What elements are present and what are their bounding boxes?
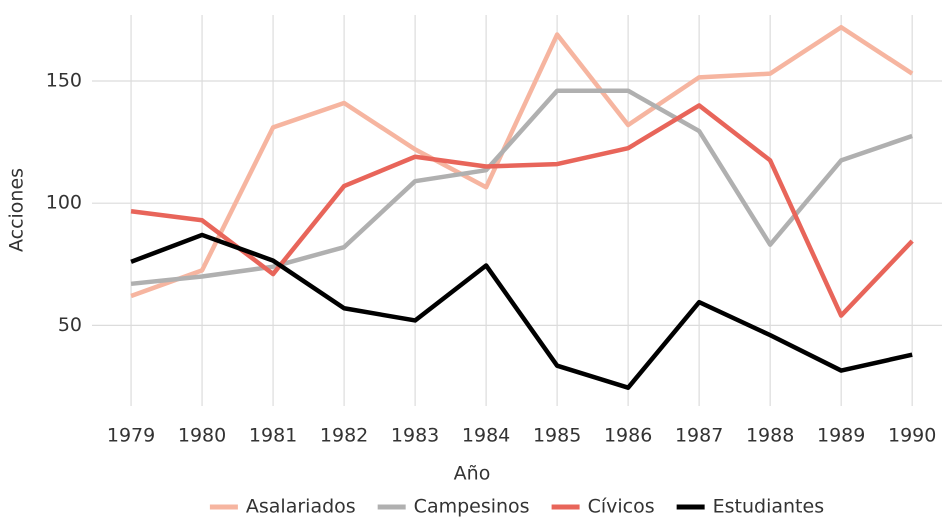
line-series bbox=[130, 232, 913, 390]
line-series bbox=[130, 24, 914, 299]
legend-label: Asalariados bbox=[246, 496, 356, 518]
y-axis-title: Acciones bbox=[6, 168, 28, 252]
x-tick-label: 1987 bbox=[675, 425, 723, 447]
x-tick-label: 1990 bbox=[888, 425, 936, 447]
x-axis-title: Año bbox=[454, 463, 491, 485]
x-tick-label: 1979 bbox=[107, 425, 155, 447]
legend: Asalariados Campesinos Cívicos Estudiantes bbox=[209, 496, 824, 518]
y-tick-label: 150 bbox=[46, 69, 82, 91]
x-tick-label: 1989 bbox=[817, 425, 865, 447]
legend-label: Campesinos bbox=[414, 496, 530, 518]
x-tick-label: 1988 bbox=[746, 425, 794, 447]
line-series bbox=[130, 88, 913, 287]
y-tick-label: 100 bbox=[46, 192, 82, 214]
x-tick-label: 1983 bbox=[391, 425, 439, 447]
x-tick-label: 1980 bbox=[178, 425, 226, 447]
x-tick-label: 1985 bbox=[533, 425, 581, 447]
line-series bbox=[130, 103, 914, 318]
x-tick-label: 1981 bbox=[249, 425, 297, 447]
x-tick-label: 1984 bbox=[462, 425, 510, 447]
legend-label: Estudiantes bbox=[713, 496, 824, 518]
x-tick-label: 1986 bbox=[604, 425, 652, 447]
x-tick-label: 1982 bbox=[320, 425, 368, 447]
y-tick-label: 50 bbox=[58, 314, 82, 336]
legend-label: Cívicos bbox=[588, 496, 655, 518]
